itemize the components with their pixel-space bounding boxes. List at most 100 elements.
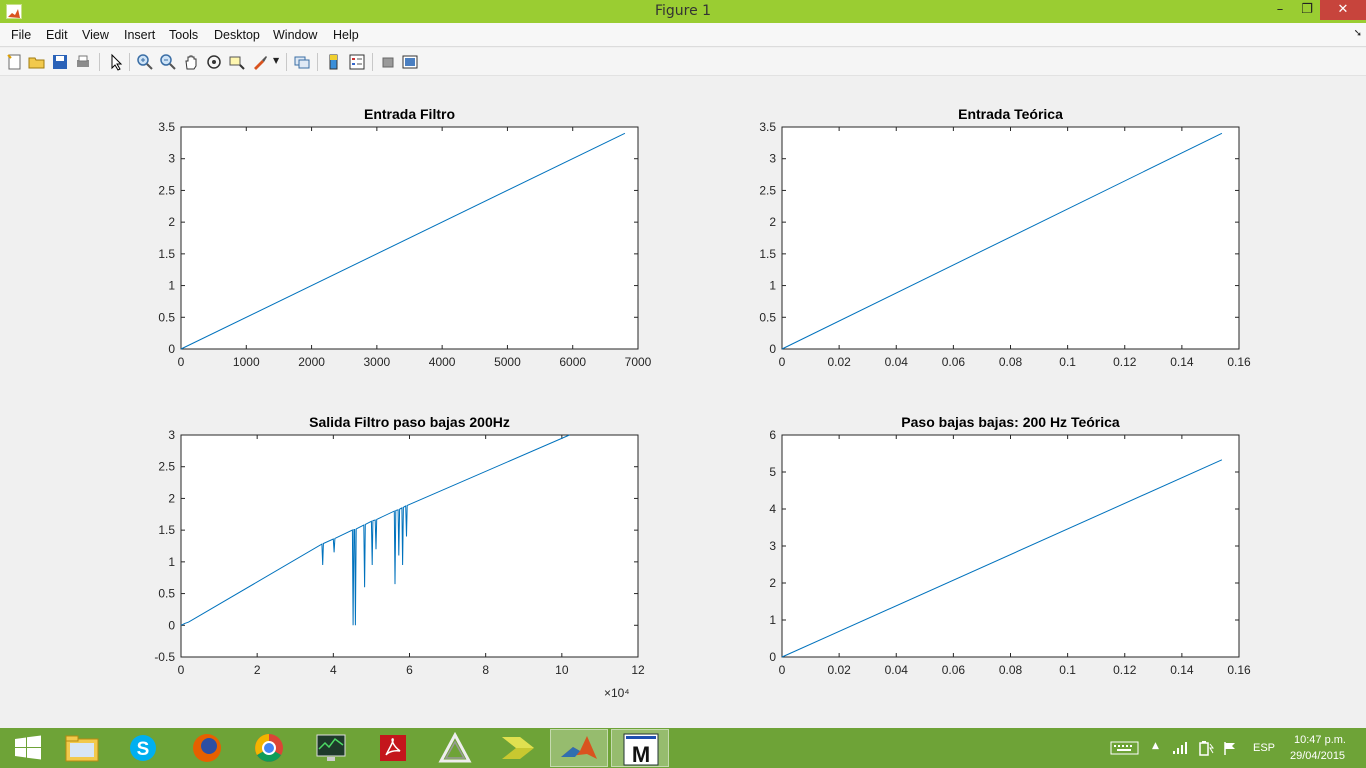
figure-canvas: Entrada Filtro 0 1000 2000 3000 4000 5000 6000 7… xyxy=(0,77,1366,727)
insert-legend-icon[interactable] xyxy=(348,53,366,71)
rotate-3d-icon[interactable] xyxy=(205,53,223,71)
x-tick-label: 4 xyxy=(330,663,337,677)
y-tick-label: 2 xyxy=(769,576,776,590)
x-tick-label: 4000 xyxy=(429,355,456,369)
firefox-icon[interactable] xyxy=(178,729,236,767)
y-tick-label: 2.5 xyxy=(158,460,175,474)
x-tick-label: 0.12 xyxy=(1113,663,1137,677)
plot-title: Salida Filtro paso bajas 200Hz xyxy=(309,414,510,430)
x-tick-label: 0.16 xyxy=(1227,355,1251,369)
task-manager-icon[interactable] xyxy=(302,729,360,767)
hide-plot-tools-icon[interactable] xyxy=(379,53,397,71)
maximize-button[interactable]: ❐ xyxy=(1301,2,1313,17)
tray-expand-icon[interactable]: ▲ xyxy=(1152,741,1159,751)
zoom-in-icon[interactable] xyxy=(136,53,154,71)
x-tick-label: 12 xyxy=(631,663,645,677)
close-button[interactable]: ✕ xyxy=(1320,0,1366,20)
clock-date[interactable]: 29/04/2015 xyxy=(1290,750,1346,762)
x-tick-label: 0.08 xyxy=(999,663,1023,677)
y-tick-label: 1.5 xyxy=(158,523,175,537)
x-tick-label: 0.04 xyxy=(885,663,909,677)
open-file-icon[interactable] xyxy=(28,53,46,71)
matlab-app-icon[interactable] xyxy=(6,4,22,19)
x-tick-label: 6000 xyxy=(559,355,586,369)
brush-icon[interactable] xyxy=(251,53,269,71)
x-tick-label: 0 xyxy=(178,355,185,369)
data-cursor-icon[interactable] xyxy=(228,53,246,71)
menu-window[interactable]: Window xyxy=(273,28,318,42)
subplot-2: Entrada Teórica 0 0.02 0.04 0.06 0.08 0.1 0.12 0… xyxy=(759,106,1251,369)
y-tick-label: 0 xyxy=(769,342,776,356)
y-tick-label: 2 xyxy=(168,215,175,229)
network-signal-icon[interactable] xyxy=(1172,740,1188,760)
toolbar-separator xyxy=(129,53,130,71)
link-plot-icon[interactable] xyxy=(293,53,311,71)
show-plot-tools-icon[interactable] xyxy=(401,53,419,71)
series-line xyxy=(180,434,570,626)
plot-title: Entrada Filtro xyxy=(364,106,455,122)
y-tick-label: 2.5 xyxy=(759,183,776,197)
series-line xyxy=(781,132,1223,350)
series-line xyxy=(781,459,1223,658)
m-app-icon[interactable]: M xyxy=(611,729,669,767)
skype-icon[interactable]: S xyxy=(114,729,172,767)
chrome-icon[interactable] xyxy=(240,729,298,767)
plot-title: Paso bajas bajas: 200 Hz Teórica xyxy=(901,414,1120,430)
axes-box xyxy=(180,434,639,658)
edit-plot-arrow-icon[interactable] xyxy=(107,53,125,71)
minimize-button[interactable]: – xyxy=(1276,2,1284,17)
x-tick-label: 0.14 xyxy=(1170,355,1194,369)
flag-icon[interactable] xyxy=(1222,740,1238,760)
x-tick-label: 0.06 xyxy=(942,355,966,369)
x-tick-label: 0.02 xyxy=(827,663,851,677)
toolbar-separator xyxy=(317,53,318,71)
prism-icon[interactable] xyxy=(426,729,484,767)
x-tick-label: 0.02 xyxy=(827,355,851,369)
menu-help[interactable]: Help xyxy=(333,28,359,42)
menu-bar: File Edit View Insert Tools Desktop Wind… xyxy=(0,23,1366,47)
x-tick-label: 0 xyxy=(779,355,786,369)
file-explorer-icon[interactable] xyxy=(53,729,111,767)
print-icon[interactable] xyxy=(74,53,92,71)
toolbar-separator xyxy=(372,53,373,71)
y-tick-label: 0.5 xyxy=(759,310,776,324)
figure-toolbar: ▼ xyxy=(0,48,1366,76)
toolbar-separator xyxy=(286,53,287,71)
zoom-out-icon[interactable] xyxy=(159,53,177,71)
matlab-icon[interactable] xyxy=(550,729,608,767)
x-tick-label: 6 xyxy=(406,663,413,677)
save-icon[interactable] xyxy=(51,53,69,71)
x-exponent-label: ×10⁴ xyxy=(604,686,630,700)
window-title: Figure 1 xyxy=(654,3,712,19)
menu-view[interactable]: View xyxy=(82,28,109,42)
brush-dropdown-icon[interactable]: ▼ xyxy=(273,56,280,65)
keyboard-icon[interactable] xyxy=(1110,740,1140,760)
acrobat-icon[interactable] xyxy=(364,729,422,767)
battery-icon[interactable] xyxy=(1198,739,1216,761)
menu-edit[interactable]: Edit xyxy=(46,28,68,42)
menu-insert[interactable]: Insert xyxy=(124,28,156,42)
y-tick-label: 0 xyxy=(769,650,776,664)
x-tick-label: 5000 xyxy=(494,355,521,369)
menu-tools[interactable]: Tools xyxy=(169,28,199,42)
x-tick-label: 0 xyxy=(779,663,786,677)
x-tick-label: 1000 xyxy=(233,355,260,369)
x-tick-label: 2 xyxy=(254,663,261,677)
clock-time[interactable]: 10:47 p.m. xyxy=(1294,734,1346,746)
insert-colorbar-icon[interactable] xyxy=(325,53,343,71)
dock-arrow-icon[interactable]: ➘ xyxy=(1353,28,1362,39)
x-tick-label: 7000 xyxy=(625,355,652,369)
y-tick-label: 0.5 xyxy=(158,587,175,601)
x-tick-label: 0.1 xyxy=(1059,355,1076,369)
pan-hand-icon[interactable] xyxy=(182,53,200,71)
y-tick-label: -0.5 xyxy=(154,650,175,664)
x-tick-label: 10 xyxy=(555,663,569,677)
menu-desktop[interactable]: Desktop xyxy=(214,28,260,42)
start-icon[interactable] xyxy=(0,729,56,767)
new-figure-icon[interactable] xyxy=(5,53,23,71)
arrow-app-icon[interactable] xyxy=(489,729,547,767)
language-indicator[interactable]: ESP xyxy=(1253,742,1276,754)
menu-file[interactable]: File xyxy=(11,28,32,42)
